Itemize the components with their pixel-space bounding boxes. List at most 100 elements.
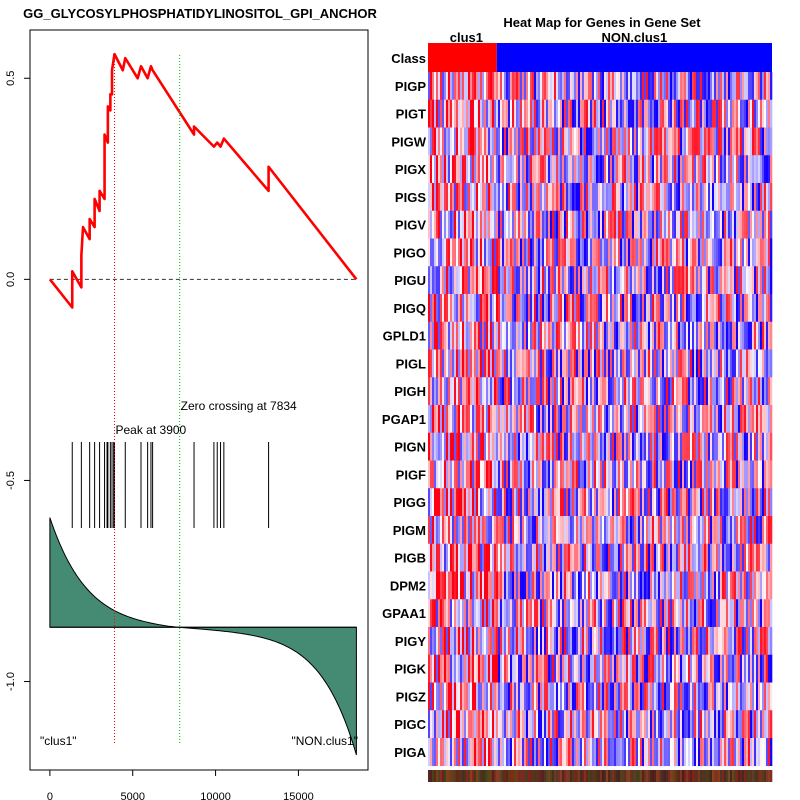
heatmap-cell — [688, 571, 691, 600]
gene-label: PIGS — [395, 190, 426, 205]
heatmap-cell — [572, 266, 575, 295]
heatmap-cell — [612, 155, 615, 184]
heatmap-cell — [598, 155, 601, 184]
heatmap-cell — [476, 654, 479, 683]
heatmap-cell — [674, 682, 677, 711]
heatmap-cell — [764, 72, 767, 101]
heatmap-cell — [488, 321, 491, 350]
heatmap-cell — [624, 321, 627, 350]
heatmap-cell — [666, 377, 669, 406]
heatmap-cell — [578, 543, 581, 572]
heatmap-cell — [618, 127, 621, 156]
heatmap-cell — [688, 127, 691, 156]
heatmap-cell — [644, 238, 647, 267]
bottom-strip-cell — [552, 770, 555, 782]
heatmap-cell — [536, 405, 539, 434]
bottom-strip-cell — [548, 770, 551, 782]
heatmap-cell — [444, 210, 447, 239]
heatmap-cell — [730, 238, 733, 267]
heatmap-cell — [534, 294, 537, 323]
heatmap-cell — [544, 155, 547, 184]
heatmap-cell — [658, 543, 661, 572]
heatmap-cell — [512, 460, 515, 489]
heatmap-cell — [560, 682, 563, 711]
heatmap-cell — [738, 238, 741, 267]
heatmap-cell — [736, 543, 739, 572]
bottom-strip-cell — [598, 770, 601, 782]
heatmap-cell — [602, 321, 605, 350]
heatmap-cell — [508, 654, 511, 683]
heatmap-cell — [646, 72, 649, 101]
heatmap-cell — [480, 710, 483, 739]
heatmap-cell — [694, 238, 697, 267]
heatmap-cell — [436, 321, 439, 350]
heatmap-cell — [538, 432, 541, 461]
heatmap-cell — [636, 460, 639, 489]
heatmap-cell — [624, 72, 627, 101]
heatmap-cell — [456, 654, 459, 683]
heatmap-cell — [554, 155, 557, 184]
heatmap-cell — [486, 599, 489, 628]
heatmap-cell — [570, 488, 573, 517]
heatmap-cell — [676, 183, 679, 212]
heatmap-cell — [754, 210, 757, 239]
heatmap-cell — [484, 294, 487, 323]
heatmap-cell — [732, 127, 735, 156]
heatmap-cell — [606, 377, 609, 406]
heatmap-cell — [680, 516, 683, 545]
heatmap-cell — [690, 99, 693, 128]
heatmap-cell — [466, 571, 469, 600]
heatmap-cell — [688, 238, 691, 267]
heatmap-cell — [708, 294, 711, 323]
heatmap-cell — [756, 710, 759, 739]
heatmap-cell — [632, 377, 635, 406]
heatmap-cell — [584, 266, 587, 295]
bottom-strip-cell — [470, 770, 473, 782]
heatmap-cell — [458, 460, 461, 489]
heatmap-cell — [458, 488, 461, 517]
heatmap-cell — [434, 405, 437, 434]
heatmap-cell — [710, 266, 713, 295]
bottom-strip-cell — [450, 770, 453, 782]
heatmap-cell — [544, 488, 547, 517]
heatmap-cell — [428, 738, 431, 767]
heatmap-cell — [620, 72, 623, 101]
heatmap-cell — [570, 238, 573, 267]
heatmap-cell — [758, 321, 761, 350]
heatmap-cell — [572, 99, 575, 128]
heatmap-cell — [524, 599, 527, 628]
heatmap-cell — [648, 72, 651, 101]
heatmap-cell — [630, 627, 633, 656]
heatmap-cell — [440, 738, 443, 767]
heatmap-cell — [526, 321, 529, 350]
heatmap-cell — [564, 460, 567, 489]
heatmap-cell — [478, 543, 481, 572]
heatmap-cell — [456, 99, 459, 128]
heatmap-cell — [752, 266, 755, 295]
heatmap-cell — [498, 349, 501, 378]
heatmap-cell — [628, 599, 631, 628]
heatmap-cell — [614, 99, 617, 128]
bottom-strip-cell — [544, 770, 547, 782]
heatmap-cell — [450, 710, 453, 739]
heatmap-cell — [762, 654, 765, 683]
heatmap-cell — [432, 432, 435, 461]
heatmap-row — [428, 682, 773, 711]
heatmap-cell — [634, 183, 637, 212]
heatmap-cell — [434, 238, 437, 267]
heatmap-cell — [664, 682, 667, 711]
heatmap-cell — [486, 183, 489, 212]
heatmap-cell — [688, 294, 691, 323]
heatmap-cell — [708, 460, 711, 489]
heatmap-cell — [556, 682, 559, 711]
heatmap-cell — [430, 654, 433, 683]
heatmap-cell — [496, 682, 499, 711]
class-bar-clus1 — [428, 43, 497, 72]
heatmap-cell — [528, 238, 531, 267]
heatmap-cell — [670, 543, 673, 572]
heatmap-cell — [484, 432, 487, 461]
heatmap-cell — [764, 99, 767, 128]
heatmap-cell — [446, 72, 449, 101]
heatmap-cell — [722, 571, 725, 600]
heatmap-cell — [754, 405, 757, 434]
